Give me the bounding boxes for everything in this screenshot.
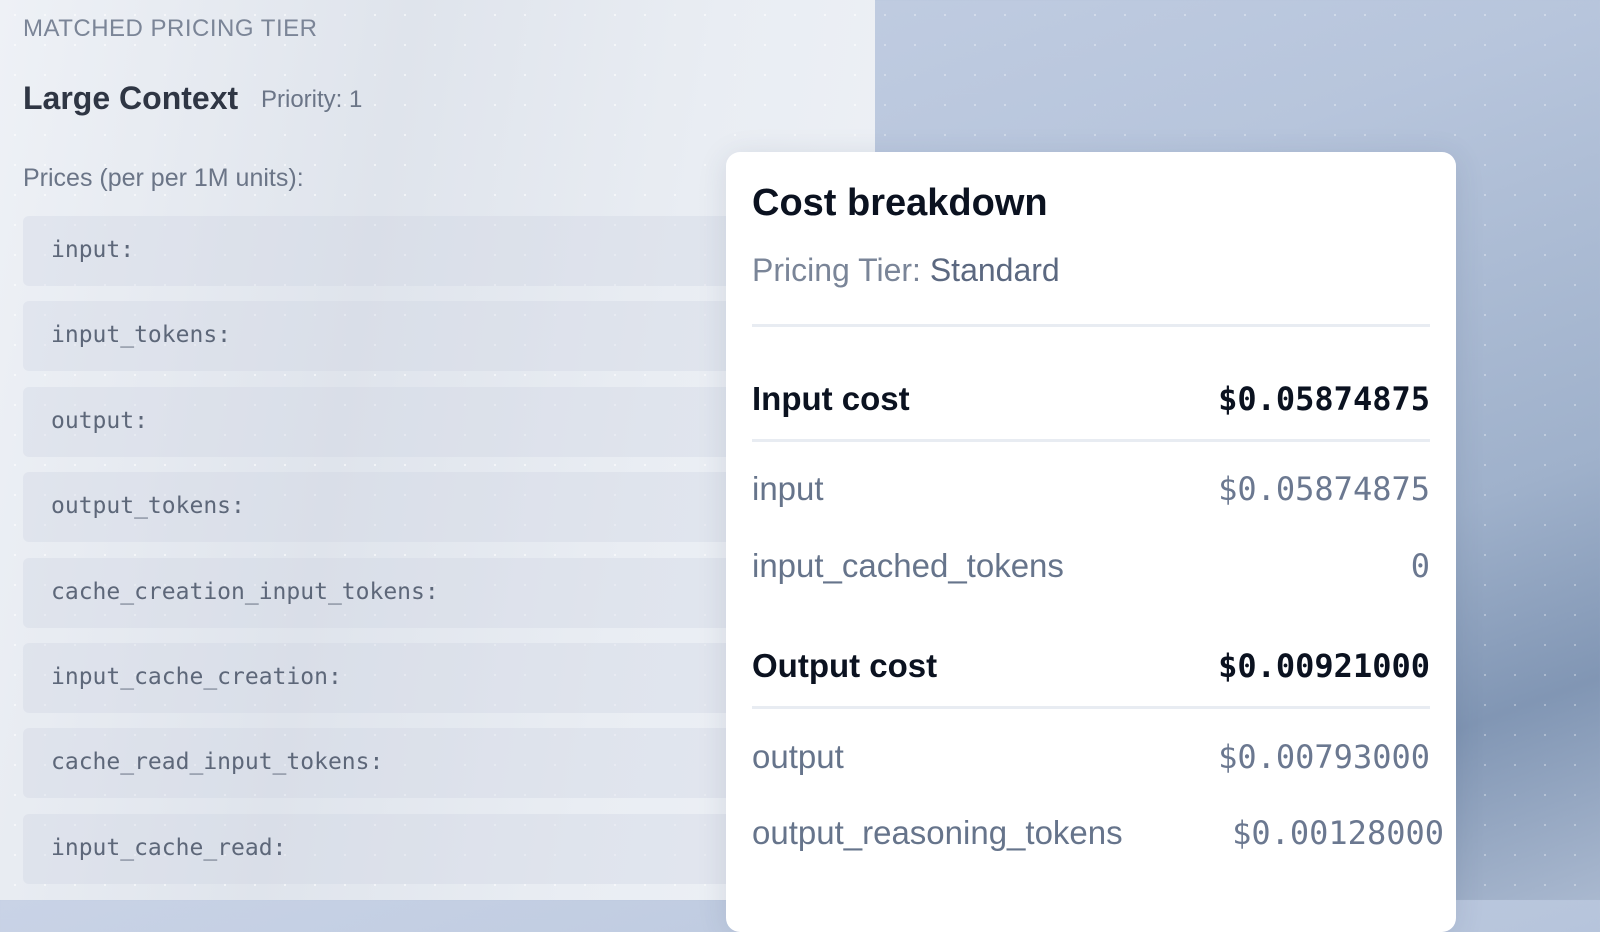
tier-name: Large Context [23, 80, 239, 116]
cost-item-value: $0.00128000 [1232, 814, 1444, 852]
price-key: input: [51, 237, 135, 263]
price-row: output_tokens: [23, 472, 783, 542]
output-cost-value: $0.00921000 [1218, 647, 1430, 685]
cost-item-row: input_cached_tokens 0 [752, 547, 1430, 587]
price-row: input_tokens: [23, 301, 783, 371]
price-key: output: [51, 408, 148, 434]
output-cost-label: Output cost [752, 647, 938, 684]
cost-item-row: input $0.05874875 [752, 470, 1430, 510]
cost-item-value: $0.00793000 [1218, 738, 1430, 776]
cost-item-label: output_reasoning_tokens [752, 814, 1123, 851]
divider [752, 439, 1430, 442]
input-cost-label: Input cost [752, 380, 910, 417]
price-row: output: [23, 387, 783, 457]
input-cost-row: Input cost $0.05874875 [752, 380, 1430, 420]
cost-item-row: output_reasoning_tokens $0.00128000 [752, 814, 1444, 854]
price-row: input: [23, 216, 783, 286]
pricing-tier-label: Pricing Tier: [752, 252, 921, 288]
cost-item-label: output [752, 738, 844, 775]
divider [752, 706, 1430, 709]
price-key: input_cache_read: [51, 835, 287, 861]
pricing-tier-line: Pricing Tier: Standard [752, 252, 1060, 289]
cost-item-label: input [752, 470, 824, 507]
price-key: cache_read_input_tokens: [51, 749, 384, 775]
price-row: cache_read_input_tokens: [23, 728, 783, 798]
pricing-tier-value: Standard [929, 252, 1060, 288]
cost-item-value: $0.05874875 [1218, 470, 1430, 508]
divider [752, 324, 1430, 327]
tier-priority: Priority: 1 [261, 86, 363, 113]
price-row: input_cache_read: [23, 814, 783, 884]
price-row: cache_creation_input_tokens: [23, 558, 783, 628]
cost-breakdown-card: Cost breakdown Pricing Tier: Standard In… [726, 152, 1456, 932]
price-key: output_tokens: [51, 493, 245, 519]
prices-label: Prices (per per 1M units): [23, 164, 304, 192]
cost-item-value: 0 [1410, 547, 1430, 585]
price-key: input_tokens: [51, 322, 232, 348]
output-cost-row: Output cost $0.00921000 [752, 647, 1430, 687]
card-title: Cost breakdown [752, 182, 1048, 224]
cost-item-row: output $0.00793000 [752, 738, 1430, 778]
price-key: cache_creation_input_tokens: [51, 579, 439, 605]
input-cost-value: $0.05874875 [1218, 380, 1430, 418]
price-key: input_cache_creation: [51, 664, 342, 690]
cost-item-label: input_cached_tokens [752, 547, 1064, 584]
section-eyebrow: MATCHED PRICING TIER [23, 15, 318, 42]
price-row: input_cache_creation: [23, 643, 783, 713]
